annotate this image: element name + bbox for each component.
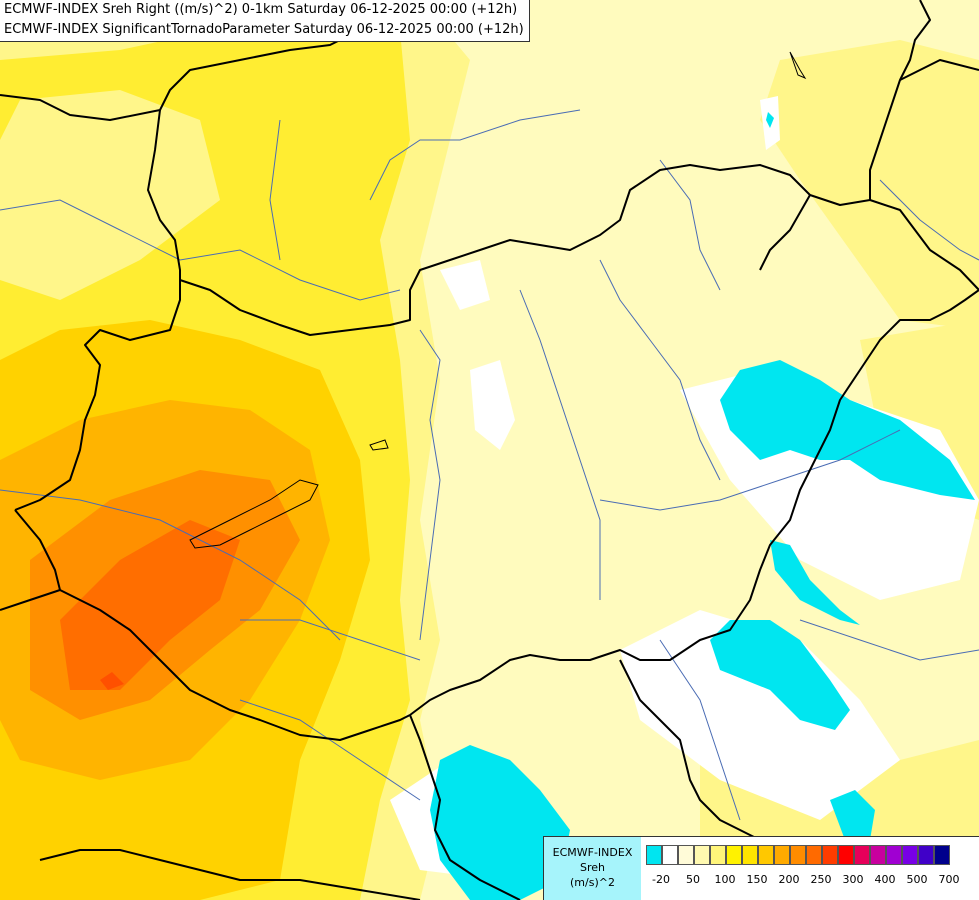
lake-small-2 bbox=[789, 51, 807, 80]
legend-tick-label: 300 bbox=[842, 873, 864, 886]
legend-swatch bbox=[774, 845, 790, 865]
river-3 bbox=[519, 289, 601, 600]
legend-swatch bbox=[886, 845, 902, 865]
sreh-zone-white-4 bbox=[620, 610, 900, 820]
legend-swatch bbox=[646, 845, 662, 865]
header-line-1: ECMWF-INDEX Sreh Right ((m/s)^2) 0-1km S… bbox=[4, 2, 518, 17]
legend-swatch bbox=[902, 845, 918, 865]
legend-tick-label: 500 bbox=[906, 873, 928, 886]
border-east bbox=[409, 289, 979, 716]
legend-tick-label: -20 bbox=[652, 873, 670, 886]
border-southwest-2 bbox=[0, 589, 61, 611]
sreh-zone-cyan-east bbox=[720, 360, 975, 500]
legend-title-line-3: (m/s)^2 bbox=[570, 876, 615, 889]
color-legend: ECMWF-INDEX Sreh (m/s)^2 -20 50 100 150 200 2… bbox=[543, 836, 979, 900]
legend-swatch bbox=[934, 845, 950, 865]
lake-balaton bbox=[189, 479, 319, 549]
border-southwest bbox=[14, 509, 411, 741]
header-line-2: ECMWF-INDEX SignificantTornadoParameter … bbox=[4, 22, 524, 37]
legend-swatch bbox=[870, 845, 886, 865]
legend-tick-label: 50 bbox=[686, 873, 700, 886]
sreh-zone-red-orange bbox=[60, 520, 240, 690]
sreh-zone-cyan-mid bbox=[770, 540, 860, 625]
river-6 bbox=[369, 109, 581, 201]
border-south-bottom bbox=[39, 849, 421, 900]
river-9 bbox=[599, 429, 901, 511]
legend-title: ECMWF-INDEX Sreh (m/s)^2 bbox=[544, 837, 641, 900]
border-east-branch bbox=[899, 59, 979, 81]
sreh-zone-cyan-south bbox=[710, 620, 850, 730]
border-small-east bbox=[759, 194, 811, 271]
river-11 bbox=[879, 179, 979, 261]
legend-swatch bbox=[790, 845, 806, 865]
river-12 bbox=[239, 699, 421, 801]
river-7 bbox=[0, 489, 341, 641]
legend-title-line-1: ECMWF-INDEX bbox=[552, 846, 633, 859]
sreh-zone-yellow-north bbox=[0, 90, 220, 300]
river-10 bbox=[659, 639, 741, 821]
legend-tick-label: 400 bbox=[874, 873, 896, 886]
legend-tick-label: 100 bbox=[714, 873, 736, 886]
map-header: ECMWF-INDEX Sreh Right ((m/s)^2) 0-1km S… bbox=[0, 0, 530, 42]
border-south-1 bbox=[409, 714, 521, 900]
legend-tick-label: 200 bbox=[778, 873, 800, 886]
sreh-zone-cyan-small bbox=[766, 112, 774, 128]
river-14 bbox=[659, 159, 721, 291]
legend-tick-label: 250 bbox=[810, 873, 832, 886]
border-west-inner bbox=[14, 109, 181, 511]
river-1 bbox=[0, 199, 401, 301]
sreh-zone-white-2 bbox=[470, 360, 515, 450]
legend-swatch bbox=[662, 845, 678, 865]
legend-tick-label: 700 bbox=[938, 873, 960, 886]
legend-swatch bbox=[694, 845, 710, 865]
legend-swatch bbox=[854, 845, 870, 865]
sreh-zone-red-orange-core bbox=[100, 672, 124, 690]
legend-title-line-2: Sreh bbox=[579, 861, 605, 874]
legend-swatch bbox=[806, 845, 822, 865]
legend-swatch bbox=[742, 845, 758, 865]
border-central-north bbox=[179, 164, 979, 336]
legend-swatch bbox=[726, 845, 742, 865]
legend-swatch bbox=[838, 845, 854, 865]
legend-swatch bbox=[710, 845, 726, 865]
legend-swatch bbox=[678, 845, 694, 865]
sreh-zone-white-1 bbox=[440, 260, 490, 310]
river-5 bbox=[269, 119, 281, 261]
legend-swatch bbox=[822, 845, 838, 865]
rivers bbox=[0, 109, 979, 821]
legend-swatch bbox=[918, 845, 934, 865]
river-13 bbox=[799, 619, 979, 661]
river-8 bbox=[240, 619, 421, 661]
sreh-zone-cyan-southeast bbox=[830, 790, 875, 840]
river-2 bbox=[419, 329, 441, 641]
legend-tick-label: 150 bbox=[746, 873, 768, 886]
sreh-zone-cyan-southwest bbox=[430, 745, 570, 900]
lake-small-1 bbox=[369, 439, 389, 451]
river-4 bbox=[599, 259, 721, 481]
legend-swatch bbox=[758, 845, 774, 865]
